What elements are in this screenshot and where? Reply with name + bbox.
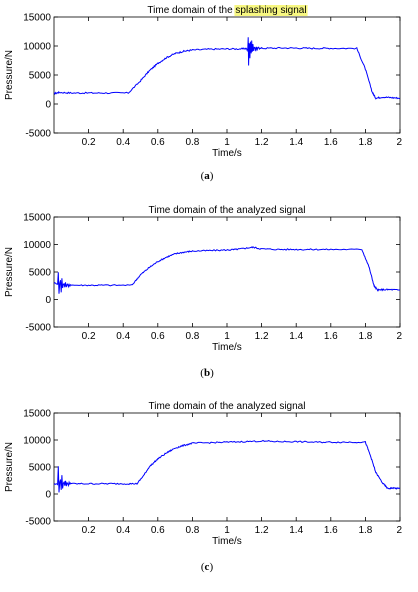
x-tick-label: 1.8 bbox=[358, 331, 372, 342]
x-tick-label: 1.2 bbox=[255, 137, 269, 148]
y-tick-label: 5000 bbox=[29, 463, 52, 474]
y-tick-label: -5000 bbox=[25, 129, 51, 140]
chart-title-text: Time domain of the analyzed signal bbox=[149, 205, 306, 216]
title-highlight-box bbox=[234, 5, 308, 16]
chart-panel-0: Time domain of the splashing signal -5000… bbox=[4, 5, 402, 182]
caption-letter: a bbox=[204, 170, 210, 182]
y-tick-label: 10000 bbox=[23, 42, 51, 53]
chart-title-text: Time domain of the bbox=[147, 5, 235, 16]
x-tick-label: 0.6 bbox=[151, 525, 165, 536]
plot-frame bbox=[53, 16, 401, 134]
panel-caption: (a) bbox=[201, 170, 214, 182]
chart-title: Time domain of the analyzed signal bbox=[149, 205, 306, 216]
caption-letter: b bbox=[204, 367, 210, 379]
plot-frame bbox=[53, 412, 401, 522]
y-tick-label: 0 bbox=[45, 490, 51, 501]
x-tick-label: 1 bbox=[224, 331, 230, 342]
plot-frame bbox=[53, 216, 401, 328]
y-axis-label: Pressure/N bbox=[4, 247, 15, 297]
caption-close: ) bbox=[209, 561, 213, 573]
x-axis-label: Time/s bbox=[212, 536, 242, 547]
y-tick-label: -5000 bbox=[25, 323, 51, 334]
x-tick-label: 1.4 bbox=[289, 331, 303, 342]
x-tick-label: 0.8 bbox=[185, 137, 199, 148]
y-tick-label: 15000 bbox=[23, 409, 51, 420]
panel-caption: (c) bbox=[201, 561, 214, 573]
caption-close: ) bbox=[210, 367, 214, 379]
y-axis-label: Pressure/N bbox=[4, 50, 15, 100]
x-tick-label: 0.2 bbox=[82, 331, 96, 342]
x-tick-label: 2 bbox=[396, 137, 402, 148]
y-tick-label: 10000 bbox=[23, 240, 51, 251]
x-tick-label: 0.6 bbox=[151, 137, 165, 148]
series-line bbox=[54, 37, 400, 100]
x-tick-label: 1.2 bbox=[255, 331, 269, 342]
x-tick-label: 0.8 bbox=[185, 525, 199, 536]
y-tick-label: 0 bbox=[45, 100, 51, 111]
caption-close: ) bbox=[210, 170, 214, 182]
x-tick-label: 1.4 bbox=[289, 525, 303, 536]
y-tick-label: 0 bbox=[45, 295, 51, 306]
caption-letter: c bbox=[205, 561, 210, 573]
caption-open: ( bbox=[200, 367, 204, 379]
x-tick-label: 1.8 bbox=[358, 525, 372, 536]
x-tick-label: 1 bbox=[224, 525, 230, 536]
y-axis-label: Pressure/N bbox=[4, 442, 15, 492]
caption-open: ( bbox=[201, 561, 205, 573]
x-tick-label: 1.6 bbox=[324, 137, 338, 148]
chart-title-text: Time domain of the analyzed signal bbox=[149, 401, 306, 412]
y-tick-label: 10000 bbox=[23, 436, 51, 447]
panel-caption: (b) bbox=[200, 367, 214, 379]
chart-panel-1: Time domain of the analyzed signal -5000 0… bbox=[4, 205, 402, 379]
y-tick-label: -5000 bbox=[25, 517, 51, 528]
x-tick-label: 0.2 bbox=[82, 137, 96, 148]
x-tick-label: 1.8 bbox=[358, 137, 372, 148]
y-tick-label: 15000 bbox=[23, 213, 51, 224]
y-tick-label: 5000 bbox=[29, 71, 52, 82]
chart-title: Time domain of the splashing signal bbox=[147, 5, 306, 16]
x-axis-label: Time/s bbox=[212, 342, 242, 353]
x-tick-label: 2 bbox=[396, 525, 402, 536]
y-tick-label: 5000 bbox=[29, 268, 52, 279]
chart-panel-2: Time domain of the analyzed signal -5000 0… bbox=[4, 401, 402, 573]
x-tick-label: 0.6 bbox=[151, 331, 165, 342]
caption-open: ( bbox=[201, 170, 205, 182]
x-tick-label: 2 bbox=[396, 331, 402, 342]
x-axis-label: Time/s bbox=[212, 148, 242, 159]
x-tick-label: 1.6 bbox=[324, 331, 338, 342]
series-line bbox=[54, 246, 400, 294]
x-tick-label: 1.6 bbox=[324, 525, 338, 536]
y-tick-label: 15000 bbox=[23, 13, 51, 24]
x-tick-label: 0.4 bbox=[116, 331, 130, 342]
chart-title-highlight: splashing signal bbox=[235, 5, 306, 16]
x-tick-label: 0.8 bbox=[185, 331, 199, 342]
x-tick-label: 1 bbox=[224, 137, 230, 148]
x-tick-label: 0.2 bbox=[82, 525, 96, 536]
x-tick-label: 1.2 bbox=[255, 525, 269, 536]
chart-title: Time domain of the analyzed signal bbox=[149, 401, 306, 412]
x-tick-label: 1.4 bbox=[289, 137, 303, 148]
series-line bbox=[54, 439, 400, 493]
x-tick-label: 0.4 bbox=[116, 137, 130, 148]
x-tick-label: 0.4 bbox=[116, 525, 130, 536]
